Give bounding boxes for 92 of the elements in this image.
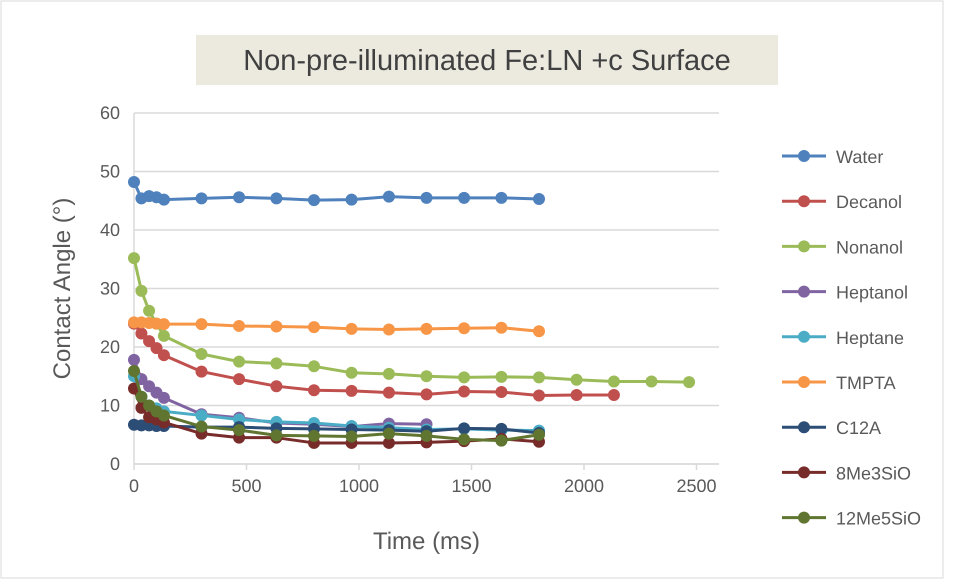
chart-title: Non-pre-illuminated Fe:LN +c Surface — [243, 45, 731, 77]
point — [382, 386, 395, 399]
point — [128, 364, 140, 377]
point — [308, 430, 320, 442]
point — [570, 388, 583, 401]
point — [308, 194, 320, 206]
point — [683, 376, 696, 388]
point — [158, 330, 170, 342]
legend-label: Decanol — [836, 192, 902, 212]
point — [128, 252, 140, 264]
point — [346, 366, 358, 379]
point — [143, 380, 156, 392]
point — [196, 348, 208, 360]
y-tick-label: 20 — [100, 337, 120, 357]
point — [382, 368, 395, 380]
point — [420, 430, 432, 442]
x-tick-label: 2500 — [676, 476, 717, 496]
point — [135, 328, 148, 340]
point — [420, 370, 432, 382]
point — [135, 284, 148, 297]
point — [158, 392, 170, 404]
point — [495, 386, 508, 398]
point — [233, 424, 246, 436]
point — [346, 430, 358, 443]
point — [270, 429, 282, 442]
point — [495, 370, 508, 383]
point — [196, 366, 208, 378]
point — [270, 320, 282, 333]
legend-label: C12A — [836, 418, 882, 438]
y-tick-label: 40 — [100, 220, 120, 240]
point — [233, 373, 246, 386]
point — [382, 428, 395, 440]
point — [270, 357, 282, 370]
point — [128, 176, 140, 188]
point — [233, 191, 246, 204]
x-tick-label: 500 — [231, 476, 262, 496]
legend-label: 8Me3SiO — [836, 463, 912, 484]
point — [196, 192, 208, 204]
legend-label: Heptanol — [836, 282, 908, 303]
point — [495, 322, 508, 334]
point — [233, 356, 246, 368]
point — [346, 322, 358, 335]
y-tick-label: 0 — [110, 454, 120, 474]
point — [158, 409, 170, 422]
point — [346, 194, 358, 206]
point — [458, 371, 470, 384]
point — [270, 192, 282, 204]
point — [458, 322, 470, 334]
point — [382, 323, 395, 336]
point — [150, 342, 162, 354]
point — [420, 322, 432, 335]
point — [646, 376, 658, 388]
point — [420, 388, 432, 400]
legend-label: Water — [836, 147, 884, 167]
legend-label: 12Me5SiO — [836, 508, 922, 529]
legend-label: Heptane — [836, 328, 904, 348]
point — [458, 192, 470, 204]
point — [533, 371, 545, 384]
point — [270, 380, 282, 392]
x-tick-label: 1500 — [451, 476, 492, 496]
point — [608, 376, 620, 388]
point — [495, 192, 508, 204]
legend-label: Nonanol — [836, 237, 904, 258]
x-tick-label: 0 — [128, 476, 140, 496]
point — [233, 320, 246, 332]
point — [308, 321, 320, 334]
y-axis-title: Contact Angle (°) — [49, 198, 76, 380]
point — [533, 192, 545, 205]
point — [308, 360, 320, 372]
point — [533, 390, 545, 402]
point — [308, 384, 320, 396]
point — [458, 385, 470, 398]
point — [608, 388, 620, 401]
y-tick-label: 50 — [100, 162, 120, 182]
point — [143, 304, 156, 317]
point — [128, 354, 140, 366]
point — [420, 192, 432, 204]
point — [382, 190, 395, 203]
legend-label: TMPTA — [836, 373, 896, 393]
point — [143, 335, 156, 348]
point — [196, 318, 208, 330]
x-tick-label: 1000 — [338, 476, 380, 496]
point — [346, 384, 358, 397]
x-axis-title: Time (ms) — [372, 528, 480, 555]
point — [158, 194, 170, 206]
x-tick-label: 2000 — [564, 476, 604, 496]
y-tick-label: 60 — [100, 103, 120, 123]
point — [533, 325, 545, 338]
point — [158, 349, 170, 362]
y-tick-label: 10 — [100, 396, 120, 416]
y-tick-label: 30 — [100, 278, 120, 298]
point — [570, 374, 583, 386]
